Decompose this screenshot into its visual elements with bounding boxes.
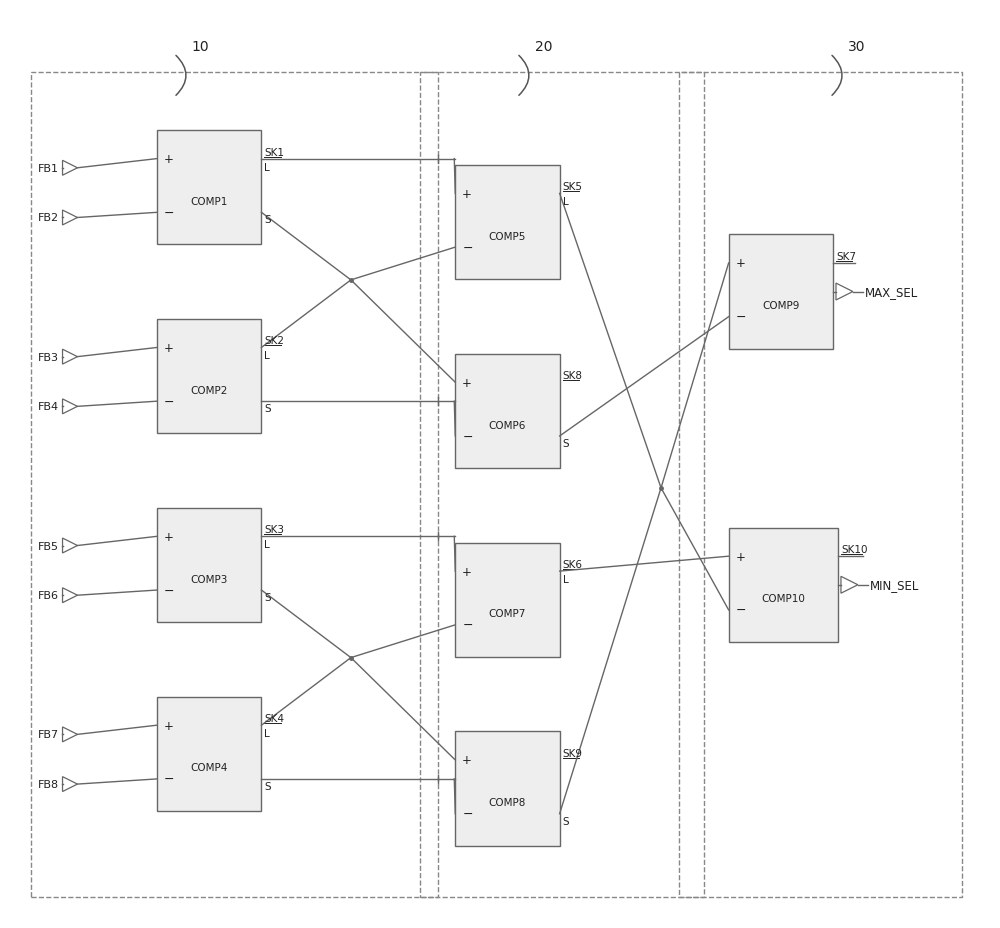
- Text: SK4: SK4: [264, 714, 284, 724]
- Text: −: −: [164, 395, 175, 408]
- Text: COMP8: COMP8: [489, 797, 526, 807]
- Polygon shape: [63, 777, 77, 792]
- Text: S: S: [563, 439, 569, 448]
- Bar: [455, 731, 560, 845]
- Text: FB1: FB1: [38, 163, 59, 174]
- Bar: [455, 165, 560, 280]
- Text: COMP6: COMP6: [489, 420, 526, 430]
- Text: S: S: [264, 215, 271, 226]
- Text: −: −: [736, 604, 746, 617]
- Bar: [679, 73, 962, 897]
- Text: L: L: [264, 162, 270, 173]
- Polygon shape: [63, 211, 77, 226]
- Polygon shape: [63, 538, 77, 553]
- Text: −: −: [462, 430, 473, 443]
- Text: COMP5: COMP5: [489, 231, 526, 241]
- Text: COMP10: COMP10: [761, 594, 805, 604]
- Text: 30: 30: [848, 40, 865, 54]
- Text: +: +: [462, 377, 472, 390]
- Text: −: −: [164, 773, 175, 786]
- Polygon shape: [63, 399, 77, 415]
- Text: −: −: [462, 807, 473, 820]
- Bar: [729, 528, 838, 642]
- Text: SK1: SK1: [264, 148, 284, 158]
- Bar: [455, 543, 560, 657]
- Text: COMP3: COMP3: [191, 574, 228, 584]
- Polygon shape: [841, 576, 858, 594]
- FancyArrowPatch shape: [176, 57, 186, 97]
- Polygon shape: [63, 588, 77, 603]
- Text: FB4: FB4: [38, 402, 59, 412]
- Text: L: L: [264, 728, 270, 739]
- Bar: [455, 354, 560, 469]
- Text: SK8: SK8: [563, 371, 583, 380]
- Text: MIN_SEL: MIN_SEL: [870, 579, 919, 592]
- Text: +: +: [164, 530, 174, 543]
- Text: 20: 20: [535, 40, 552, 54]
- Text: +: +: [736, 550, 745, 563]
- FancyArrowPatch shape: [519, 57, 529, 97]
- Text: SK6: SK6: [563, 560, 583, 570]
- Text: FB2: FB2: [38, 213, 59, 224]
- Bar: [420, 73, 704, 897]
- Bar: [157, 131, 261, 245]
- Bar: [157, 509, 261, 623]
- Polygon shape: [836, 284, 853, 301]
- Bar: [157, 319, 261, 433]
- Text: +: +: [164, 719, 174, 732]
- Bar: [31, 73, 438, 897]
- Text: L: L: [264, 540, 270, 549]
- Text: +: +: [462, 565, 472, 578]
- Text: −: −: [462, 241, 473, 254]
- Text: SK2: SK2: [264, 336, 284, 346]
- Text: FB6: FB6: [38, 590, 59, 600]
- Polygon shape: [63, 728, 77, 742]
- Text: S: S: [264, 781, 271, 791]
- Text: FB7: FB7: [38, 729, 59, 740]
- Text: FB5: FB5: [38, 541, 59, 551]
- Text: +: +: [164, 342, 174, 354]
- Polygon shape: [63, 161, 77, 176]
- Text: +: +: [462, 754, 472, 767]
- Text: COMP9: COMP9: [762, 301, 799, 311]
- Text: FB8: FB8: [38, 780, 59, 789]
- Text: +: +: [462, 187, 472, 200]
- Text: +: +: [736, 257, 745, 270]
- Text: SK10: SK10: [841, 545, 867, 555]
- Text: COMP2: COMP2: [191, 385, 228, 395]
- Text: −: −: [462, 619, 473, 632]
- FancyArrowPatch shape: [832, 57, 842, 97]
- Bar: [729, 235, 833, 349]
- Text: S: S: [264, 592, 271, 602]
- Text: +: +: [164, 153, 174, 166]
- Text: L: L: [264, 351, 270, 361]
- Text: L: L: [563, 574, 568, 585]
- Text: −: −: [736, 311, 746, 324]
- Polygon shape: [63, 350, 77, 365]
- Text: COMP4: COMP4: [191, 763, 228, 773]
- Text: −: −: [164, 207, 175, 220]
- Text: −: −: [164, 584, 175, 597]
- Text: FB3: FB3: [38, 353, 59, 362]
- Text: COMP7: COMP7: [489, 609, 526, 619]
- Text: S: S: [264, 404, 271, 414]
- Bar: [157, 697, 261, 811]
- Text: SK7: SK7: [836, 251, 856, 262]
- Text: COMP1: COMP1: [191, 197, 228, 207]
- Text: SK9: SK9: [563, 748, 583, 758]
- Text: SK3: SK3: [264, 524, 284, 535]
- Text: SK5: SK5: [563, 182, 583, 192]
- Text: 10: 10: [192, 40, 209, 54]
- Text: MAX_SEL: MAX_SEL: [865, 286, 918, 299]
- Text: L: L: [563, 197, 568, 207]
- Text: S: S: [563, 816, 569, 826]
